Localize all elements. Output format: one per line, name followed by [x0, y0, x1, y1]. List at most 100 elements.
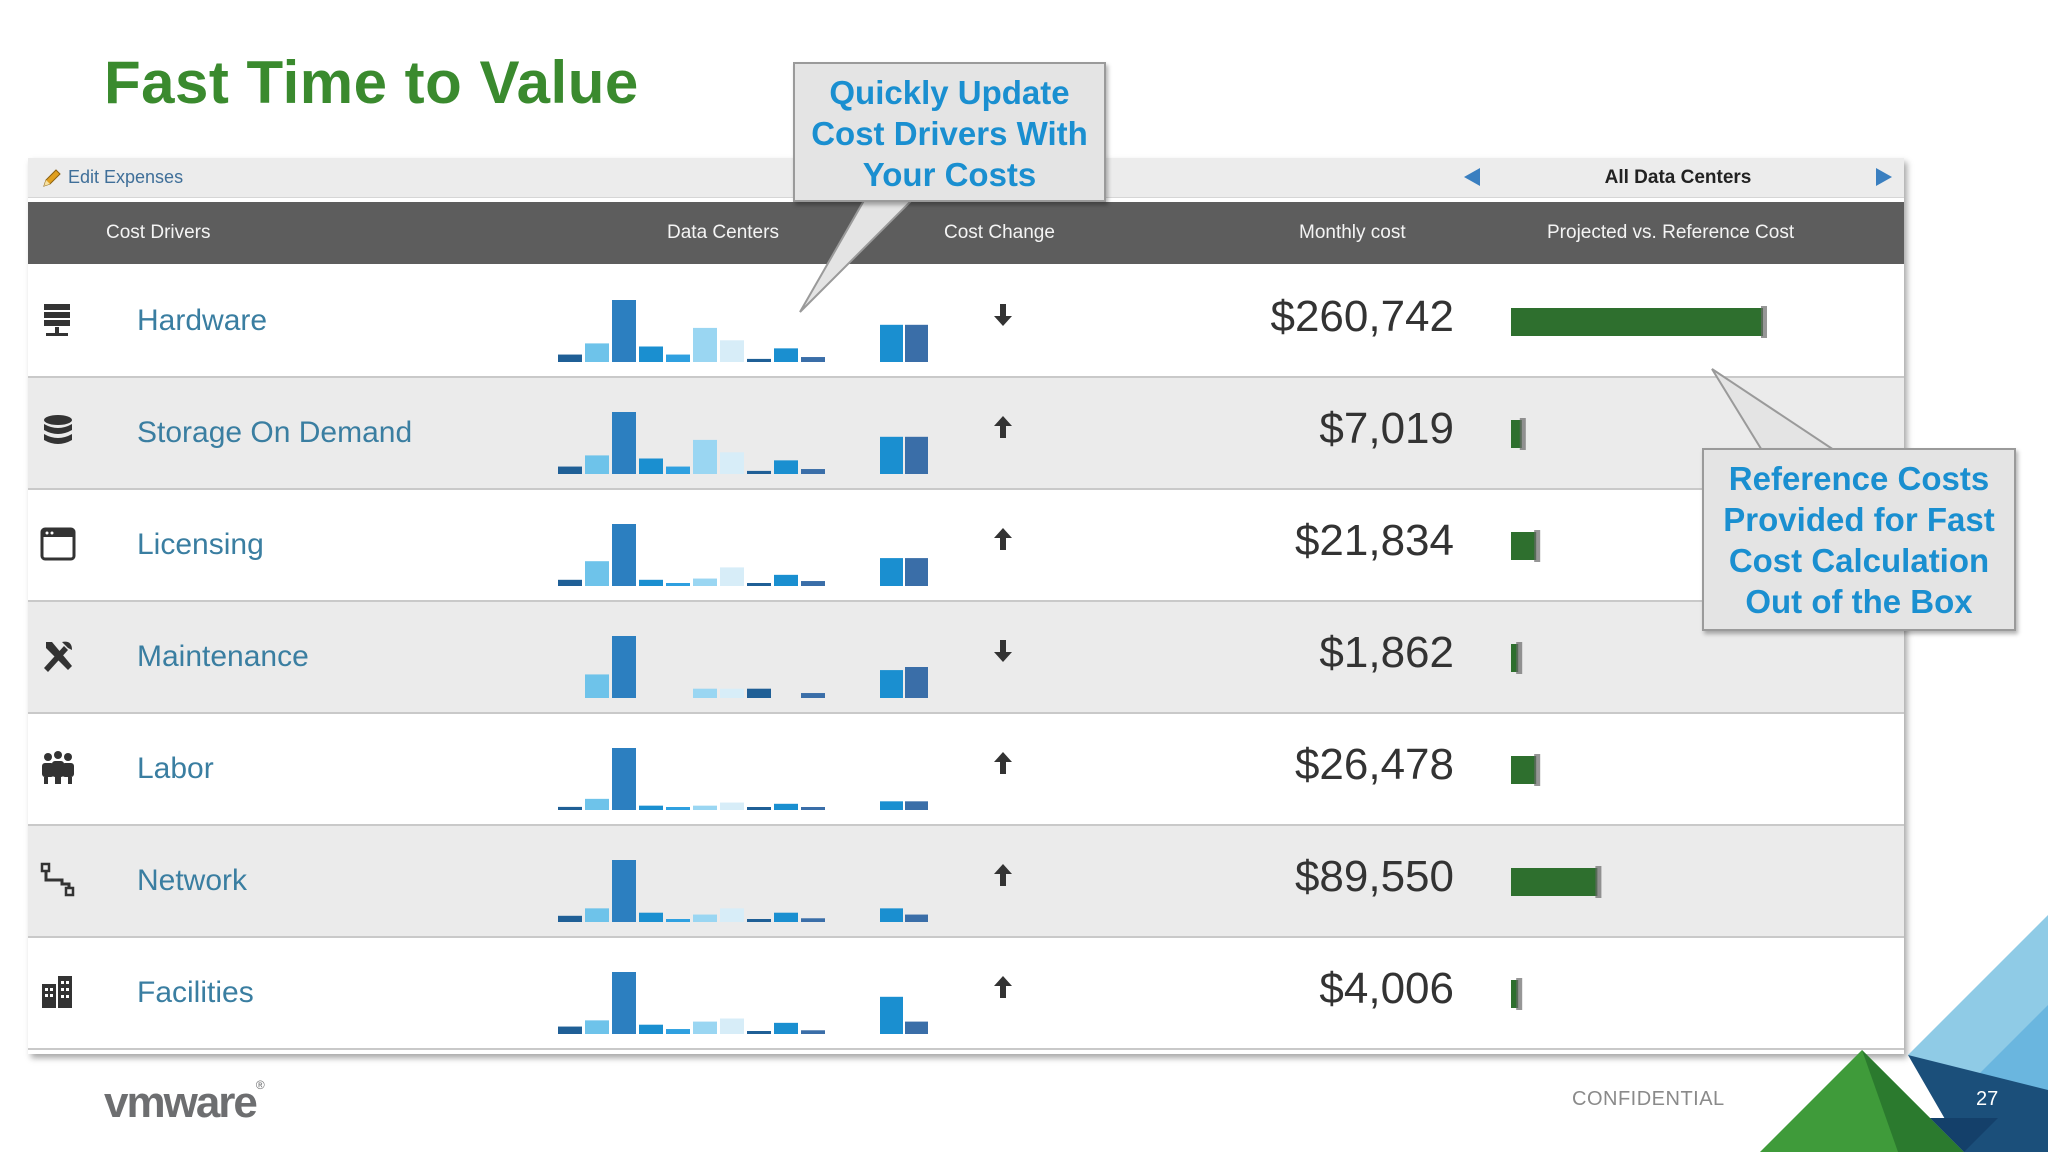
reference-cost-marker [1534, 530, 1541, 562]
sparkline-bar [639, 458, 663, 474]
sparkline-bar [801, 1030, 825, 1034]
logo-registered-mark: ® [255, 1078, 265, 1092]
table-row[interactable]: Network $89,550 [28, 826, 1904, 938]
table-row[interactable]: Maintenance $1,862 [28, 602, 1904, 714]
projected-bar-fill [1511, 868, 1598, 896]
table-row[interactable]: Facilities $4,006 [28, 938, 1904, 1050]
reference-cost-marker [1761, 306, 1767, 338]
edit-expenses-label: Edit Expenses [68, 167, 184, 187]
sparkline-bar [774, 460, 798, 474]
callout-right-line-2: Provided for Fast [1723, 501, 1995, 538]
sparkline-bar [666, 1029, 690, 1034]
sparkline-bar [801, 693, 825, 698]
monthly-cost-value: $21,834 [1294, 516, 1454, 565]
data-center-sparkline [558, 412, 928, 474]
header-cost-change[interactable]: Cost Change [944, 222, 1055, 243]
data-center-sparkline [558, 524, 928, 586]
cost-driver-label[interactable]: Hardware [137, 304, 268, 337]
header-cost-drivers[interactable]: Cost Drivers [106, 222, 211, 243]
sparkline-bar [693, 805, 717, 810]
sparkline-bar [720, 688, 744, 698]
sparkline-bar [801, 918, 825, 922]
sparkline-bar [747, 919, 771, 922]
sparkline-bar [774, 912, 798, 922]
callout-top-line-2: Cost Drivers With [811, 115, 1088, 152]
sparkline-summary-bar [880, 908, 903, 922]
cost-driver-label[interactable]: Labor [137, 752, 214, 785]
sparkline-bar [639, 346, 663, 362]
next-data-center-arrow-icon[interactable] [1868, 162, 1898, 192]
previous-data-center-arrow-icon[interactable] [1458, 162, 1488, 192]
cost-driver-label[interactable]: Licensing [137, 528, 264, 561]
cost-driver-label[interactable]: Facilities [137, 976, 254, 1009]
sparkline-bar [720, 908, 744, 922]
sparkline-bar [747, 358, 771, 362]
sparkline-summary-bar [905, 558, 928, 586]
sparkline-bar [774, 1022, 798, 1034]
cost-driver-label[interactable]: Storage On Demand [137, 416, 413, 449]
projected-bar-fill [1511, 420, 1522, 448]
data-center-selector[interactable]: All Data Centers [1604, 167, 1752, 188]
sparkline-bar [612, 524, 636, 586]
sparkline-bar [585, 343, 609, 362]
header-monthly-cost[interactable]: Monthly cost [1299, 222, 1406, 243]
sparkline-bar [720, 802, 744, 810]
callout-right-line-1: Reference Costs [1728, 460, 1990, 497]
sparkline-bar [612, 300, 636, 362]
sparkline-summary-bar [905, 667, 928, 698]
sparkline-bar [747, 688, 771, 698]
arrow-up-icon [994, 752, 1012, 774]
sparkline-bar [585, 798, 609, 810]
sparkline-bar [801, 357, 825, 362]
cost-driver-label[interactable]: Maintenance [137, 640, 309, 673]
projected-vs-reference-bar [1511, 754, 1541, 786]
sparkline-summary-bar [880, 324, 903, 362]
sparkline-summary-bar [880, 558, 903, 586]
page-number: 27 [1976, 1088, 1999, 1110]
sparkline-bar [558, 579, 582, 586]
header-data-centers[interactable]: Data Centers [667, 222, 779, 243]
sparkline-bar [666, 466, 690, 474]
sparkline-bar [693, 914, 717, 922]
projected-bar-fill [1511, 756, 1537, 784]
sparkline-summary-bar [905, 801, 928, 810]
sparkline-bar [720, 452, 744, 474]
edit-expenses-link[interactable]: Edit Expenses [42, 167, 183, 188]
arrow-up-icon [994, 976, 1012, 998]
cost-driver-label[interactable]: Network [137, 864, 248, 897]
table-row[interactable]: Hardware $260,742 [28, 266, 1904, 378]
sparkline-bar [801, 581, 825, 586]
arrow-down-icon [994, 640, 1012, 662]
sparkline-bar [612, 412, 636, 474]
table-row[interactable]: Labor $26,478 [28, 714, 1904, 826]
sparkline-bar [639, 912, 663, 922]
monthly-cost-value: $7,019 [1319, 404, 1454, 453]
table-row[interactable]: Storage On Demand $7,019 [28, 378, 1904, 490]
pencil-icon [43, 168, 61, 187]
sparkline-summary-bar [880, 996, 903, 1034]
table-row[interactable]: Licensing $21,834 [28, 490, 1904, 602]
sparkline-bar [558, 806, 582, 810]
network-icon [40, 862, 75, 897]
logo-wordmark: vmware [104, 1078, 258, 1127]
sparkline-bar [558, 1026, 582, 1034]
building-icon [42, 976, 72, 1008]
sparkline-bar [612, 972, 636, 1034]
callout-top-line-3: Your Costs [862, 156, 1037, 193]
callout-right-line-4: Out of the Box [1745, 583, 1973, 620]
monthly-cost-value: $89,550 [1294, 852, 1454, 901]
database-icon [44, 415, 72, 444]
sparkline-summary-bar [880, 801, 903, 810]
sparkline-bar [585, 561, 609, 586]
reference-cost-marker [1519, 418, 1526, 450]
sparkline-bar [585, 455, 609, 474]
sparkline-bar [747, 583, 771, 586]
arrow-down-icon [994, 304, 1012, 326]
sparkline-bar [585, 674, 609, 698]
sparkline-bar [666, 583, 690, 586]
sparkline-bar [693, 1021, 717, 1034]
data-center-sparkline [558, 972, 928, 1034]
header-projected-vs-reference[interactable]: Projected vs. Reference Cost [1547, 222, 1795, 243]
callout-reference-costs: Reference Costs Provided for Fast Cost C… [1702, 448, 2016, 631]
